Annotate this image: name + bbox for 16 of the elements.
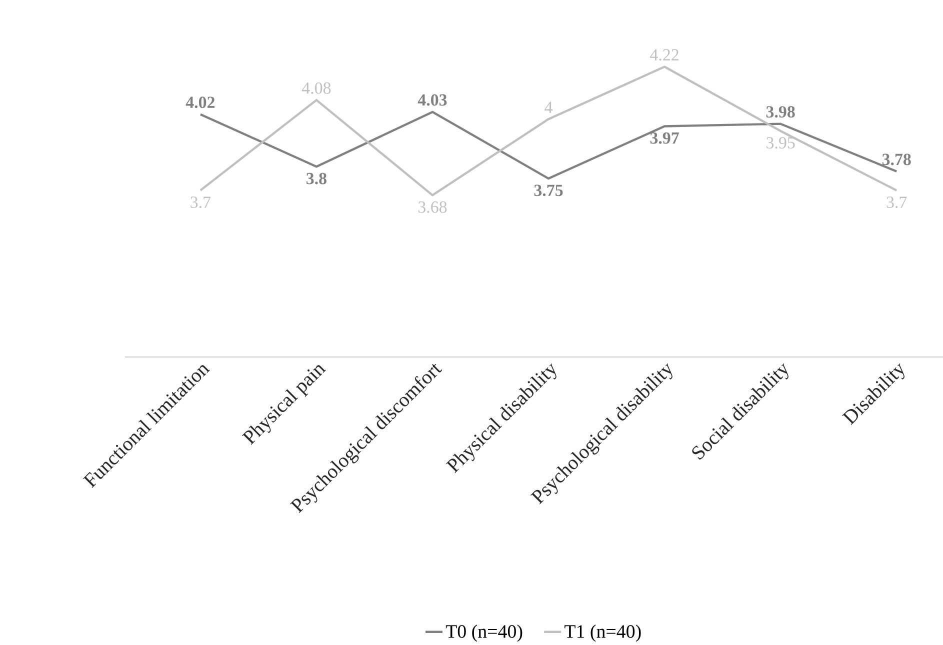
data-label: 3.98 [766, 106, 795, 118]
data-label: 3.7 [886, 196, 907, 208]
data-label: 3.95 [766, 137, 795, 149]
data-label: 3.97 [650, 132, 679, 144]
legend-label: T1 (n=40) [564, 624, 641, 642]
data-label: 4 [544, 102, 552, 113]
data-label: 3.75 [534, 184, 563, 196]
data-label: 4.02 [186, 96, 215, 108]
data-label: 3.68 [418, 201, 447, 213]
legend-label: T0 (n=40) [446, 624, 522, 642]
data-label: 3.8 [306, 172, 326, 184]
data-label: 3.7 [190, 196, 211, 208]
data-label: 4.22 [650, 49, 678, 61]
data-label: 4.03 [418, 94, 447, 106]
data-label: 4.08 [302, 82, 331, 94]
data-label: 3.78 [882, 154, 911, 166]
